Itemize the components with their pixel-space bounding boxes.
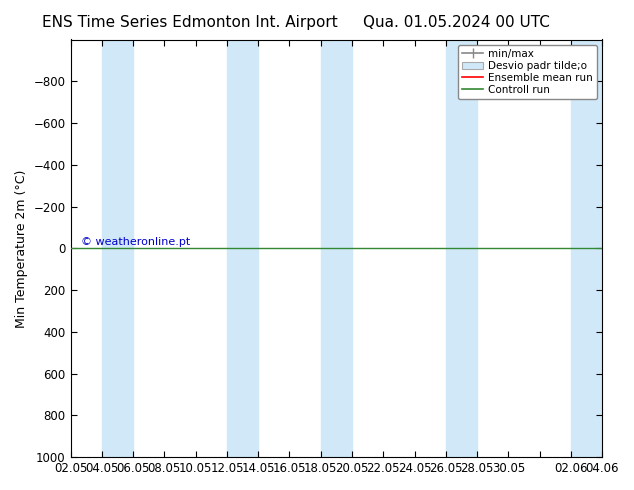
Bar bbox=[227, 40, 258, 457]
Y-axis label: Min Temperature 2m (°C): Min Temperature 2m (°C) bbox=[15, 169, 28, 327]
Text: Qua. 01.05.2024 00 UTC: Qua. 01.05.2024 00 UTC bbox=[363, 15, 550, 30]
Text: © weatheronline.pt: © weatheronline.pt bbox=[81, 238, 190, 247]
Legend: min/max, Desvio padr tilde;o, Ensemble mean run, Controll run: min/max, Desvio padr tilde;o, Ensemble m… bbox=[458, 45, 597, 99]
Text: ENS Time Series Edmonton Int. Airport: ENS Time Series Edmonton Int. Airport bbox=[42, 15, 338, 30]
Bar bbox=[571, 40, 602, 457]
Bar bbox=[446, 40, 477, 457]
Bar bbox=[321, 40, 352, 457]
Bar bbox=[102, 40, 133, 457]
